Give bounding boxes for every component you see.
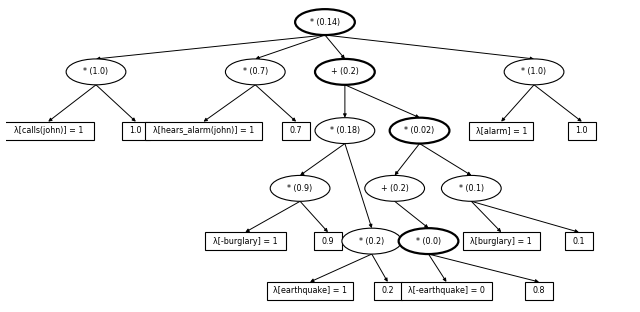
FancyBboxPatch shape bbox=[568, 122, 596, 139]
Text: * (1.0): * (1.0) bbox=[522, 67, 547, 76]
FancyBboxPatch shape bbox=[469, 122, 533, 139]
Text: λ[-earthquake] = 0: λ[-earthquake] = 0 bbox=[408, 286, 485, 295]
Text: 0.2: 0.2 bbox=[381, 286, 394, 295]
Ellipse shape bbox=[399, 228, 458, 254]
Text: λ[hears_alarm(john)] = 1: λ[hears_alarm(john)] = 1 bbox=[153, 126, 254, 135]
Text: 1.0: 1.0 bbox=[575, 126, 588, 135]
Text: λ[earthquake] = 1: λ[earthquake] = 1 bbox=[273, 286, 347, 295]
Ellipse shape bbox=[295, 9, 355, 35]
Ellipse shape bbox=[225, 59, 285, 85]
Text: 0.8: 0.8 bbox=[532, 286, 545, 295]
FancyBboxPatch shape bbox=[374, 282, 402, 300]
Text: * (0.1): * (0.1) bbox=[459, 184, 484, 193]
Text: * (0.9): * (0.9) bbox=[287, 184, 313, 193]
Text: λ[burglary] = 1: λ[burglary] = 1 bbox=[470, 236, 532, 246]
FancyBboxPatch shape bbox=[314, 232, 342, 250]
Text: λ[calls(john)] = 1: λ[calls(john)] = 1 bbox=[13, 126, 83, 135]
Text: * (0.0): * (0.0) bbox=[416, 236, 441, 246]
Ellipse shape bbox=[66, 59, 126, 85]
FancyBboxPatch shape bbox=[122, 122, 150, 139]
FancyBboxPatch shape bbox=[565, 232, 593, 250]
Text: + (0.2): + (0.2) bbox=[381, 184, 408, 193]
FancyBboxPatch shape bbox=[525, 282, 553, 300]
FancyBboxPatch shape bbox=[401, 282, 492, 300]
Ellipse shape bbox=[315, 118, 375, 144]
Text: * (0.14): * (0.14) bbox=[310, 17, 340, 27]
Ellipse shape bbox=[442, 175, 501, 201]
Text: 1.0: 1.0 bbox=[129, 126, 142, 135]
Text: 0.9: 0.9 bbox=[322, 236, 334, 246]
Text: λ[-burglary] = 1: λ[-burglary] = 1 bbox=[213, 236, 278, 246]
Text: * (0.2): * (0.2) bbox=[359, 236, 385, 246]
Ellipse shape bbox=[315, 59, 375, 85]
Text: + (0.2): + (0.2) bbox=[331, 67, 359, 76]
Text: * (0.7): * (0.7) bbox=[243, 67, 268, 76]
Text: 0.1: 0.1 bbox=[573, 236, 585, 246]
FancyBboxPatch shape bbox=[267, 282, 353, 300]
FancyBboxPatch shape bbox=[145, 122, 262, 139]
Ellipse shape bbox=[270, 175, 330, 201]
Text: 0.7: 0.7 bbox=[290, 126, 303, 135]
FancyBboxPatch shape bbox=[3, 122, 93, 139]
Text: λ[alarm] = 1: λ[alarm] = 1 bbox=[476, 126, 527, 135]
Text: * (1.0): * (1.0) bbox=[83, 67, 109, 76]
FancyBboxPatch shape bbox=[282, 122, 310, 139]
Ellipse shape bbox=[365, 175, 424, 201]
FancyBboxPatch shape bbox=[463, 232, 540, 250]
Ellipse shape bbox=[390, 118, 449, 144]
Ellipse shape bbox=[504, 59, 564, 85]
Text: * (0.02): * (0.02) bbox=[404, 126, 435, 135]
FancyBboxPatch shape bbox=[205, 232, 286, 250]
Text: * (0.18): * (0.18) bbox=[330, 126, 360, 135]
Ellipse shape bbox=[342, 228, 402, 254]
